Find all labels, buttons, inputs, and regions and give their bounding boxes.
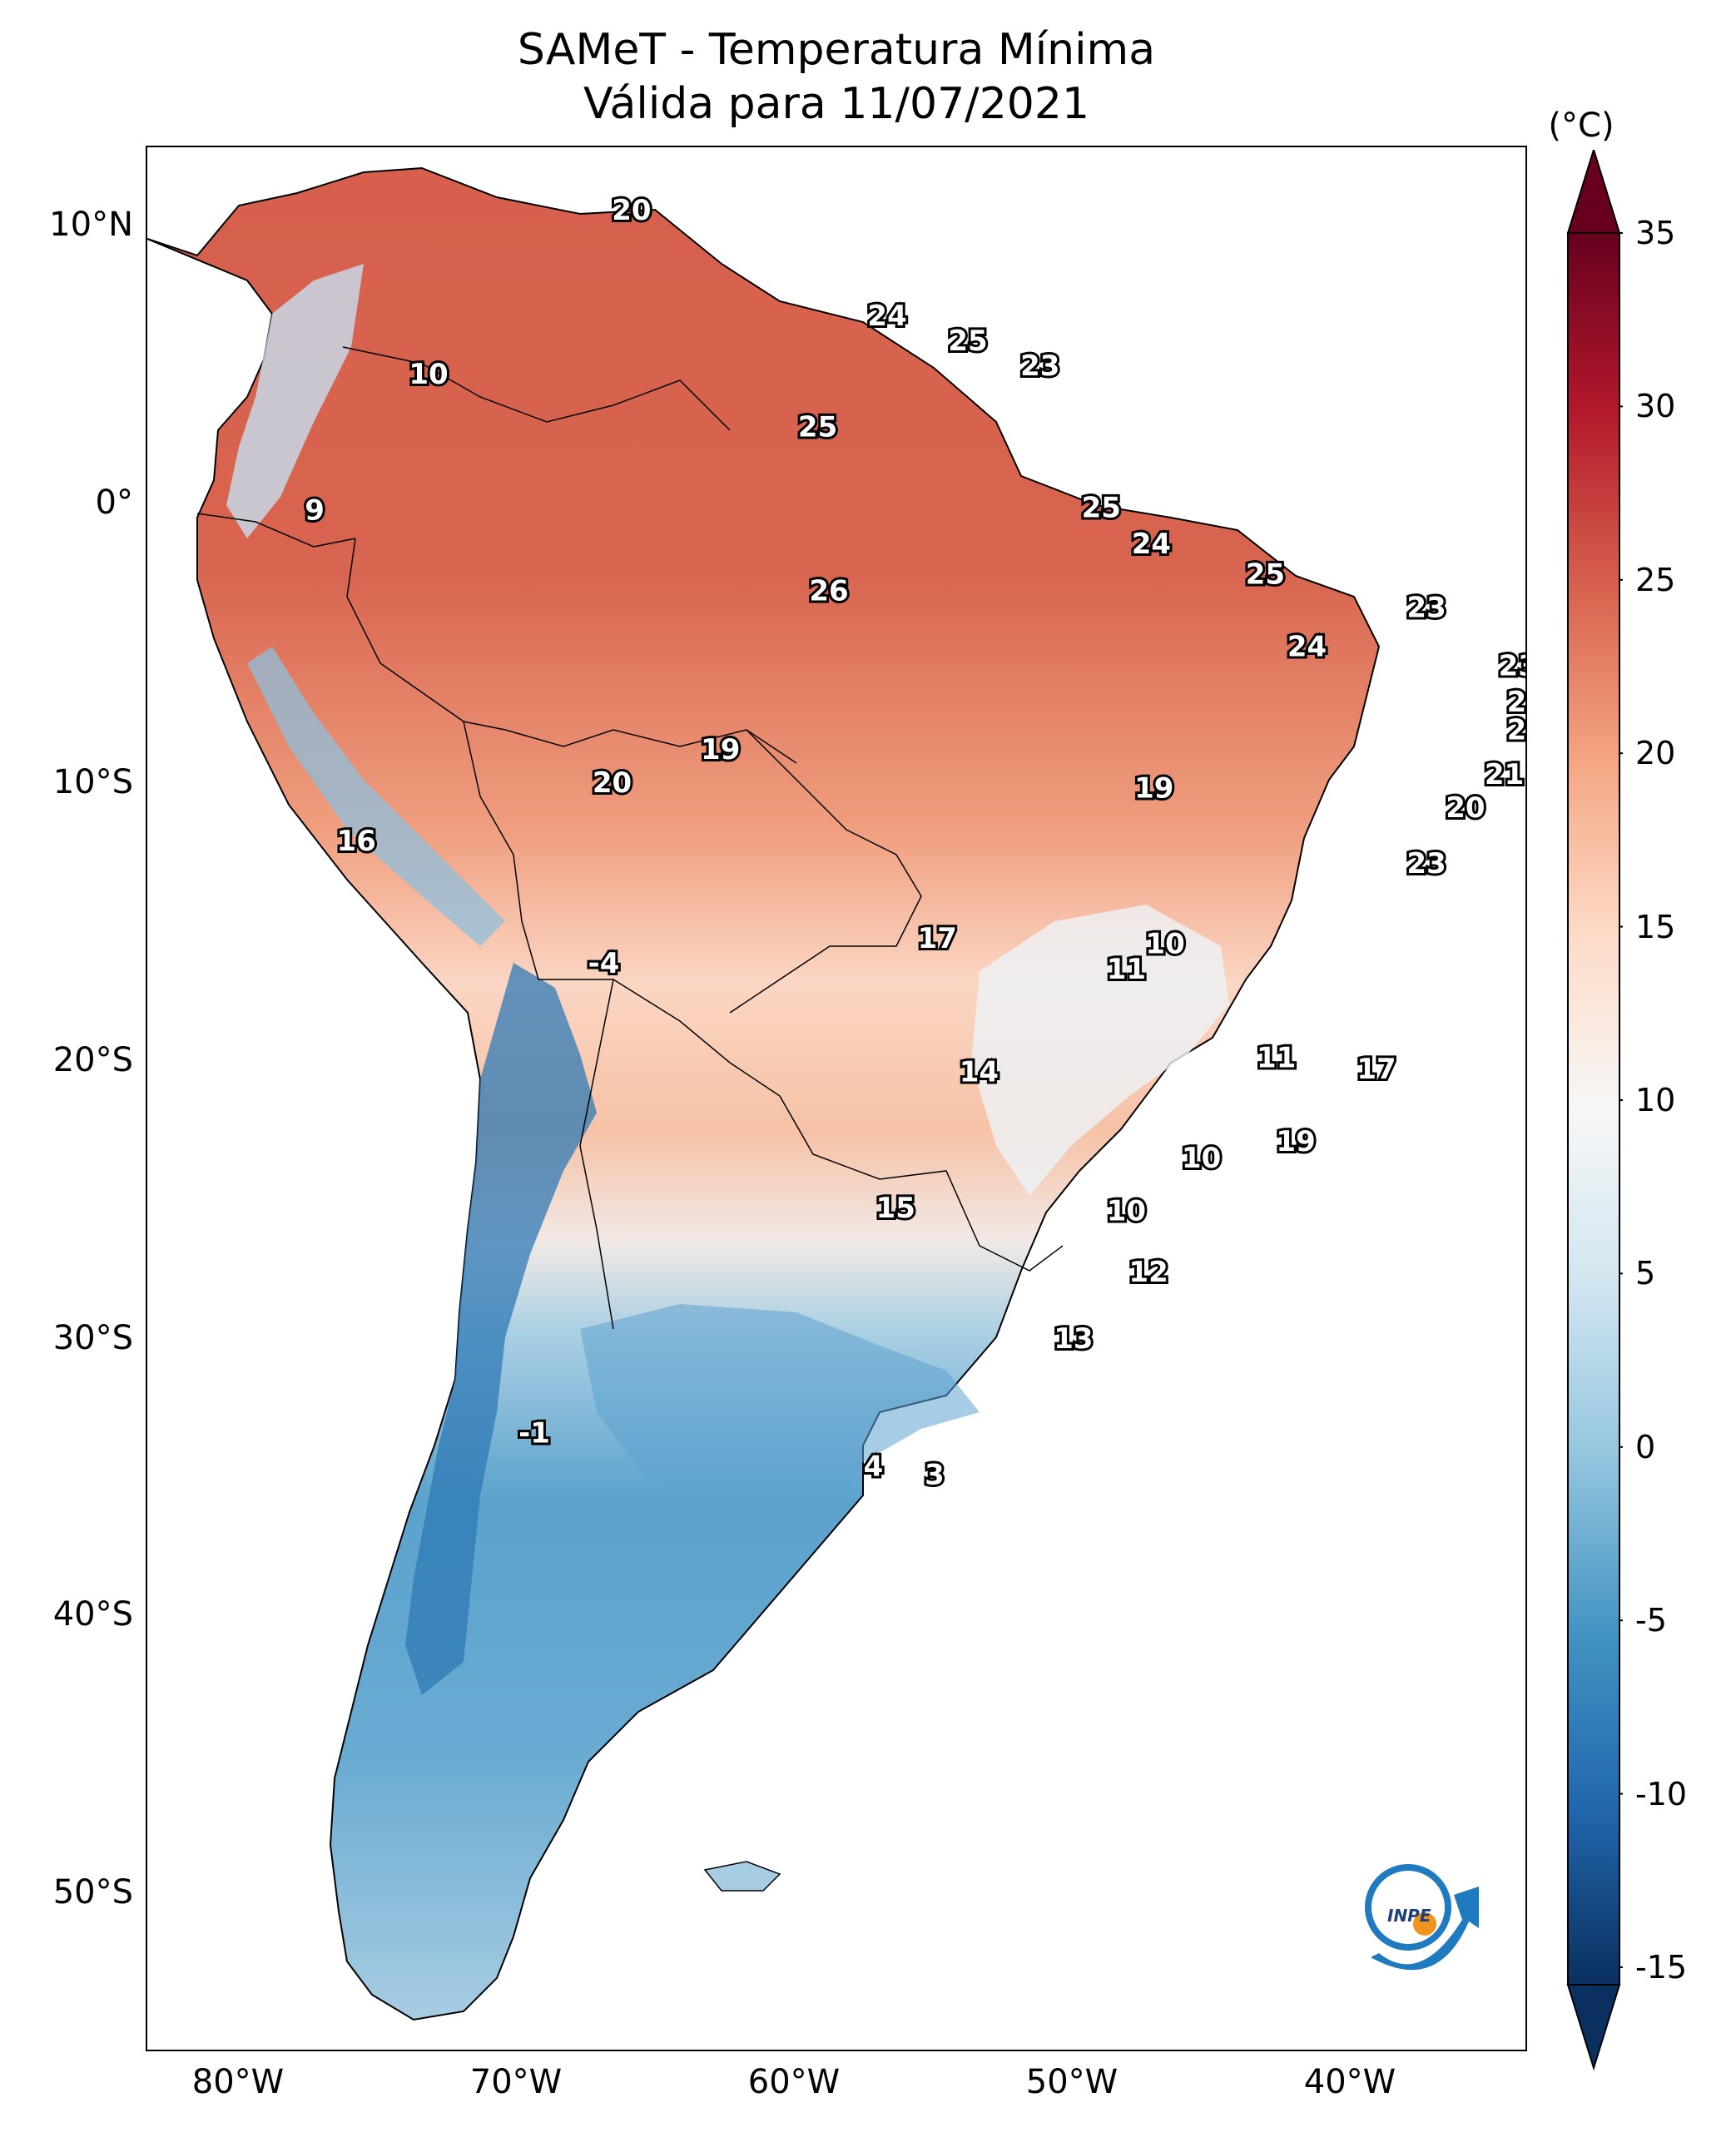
lon-label-60w: 60°W [747,2063,841,2101]
pampas-cold-zone [580,1304,980,1520]
colorbar-tick-label: 25 [1635,561,1676,598]
station-label-roraima: 25 [798,411,837,444]
colorbar [1566,150,1623,2071]
station-label-guyana: 24 [867,300,906,333]
station-label-belem: 24 [1132,528,1171,561]
station-label-florianopolis: 12 [1128,1256,1168,1289]
map-title: SAMeT - Temperatura Mínima [517,25,1156,75]
andes-north-cool [226,264,364,538]
station-label-natal: 23 [1499,650,1525,683]
colorbar-tick-label: 20 [1635,735,1676,772]
colorbar-tick-label: 35 [1635,215,1676,251]
colorbar-tick-label: 30 [1635,388,1676,425]
station-label-rio-de-janeiro: 19 [1276,1125,1315,1158]
colorbar-top-arrow [1566,150,1621,234]
station-label-sao-paulo: 10 [1182,1142,1221,1175]
peru-highland-cool [247,647,505,946]
station-label-goiania: 11 [1107,953,1146,986]
map-panel: INPE 20109242523252524252326242322222120… [146,146,1527,2051]
falkland-islands [703,1861,781,1892]
southeast-brazil-cool [971,905,1229,1196]
station-label-cuiaba: 17 [918,922,957,955]
lon-label-50w: 50°W [1025,2063,1118,2101]
station-label-french-guiana: 23 [1020,350,1059,383]
lat-label-50s: 50°S [52,1873,133,1912]
country-borders [196,346,1064,1330]
station-label-suriname: 25 [948,325,987,358]
station-labels: 2010924252325252425232624232222212019201… [302,191,1525,1495]
station-label-salvador: 23 [1406,847,1446,880]
station-label-caracas-area: 20 [612,194,651,227]
south-america-landmass [147,166,1381,2021]
svg-text:INPE: INPE [1387,1906,1431,1926]
station-label-teresina: 24 [1287,630,1327,663]
station-label-campo-grande: 14 [960,1055,999,1088]
station-label-asuncion: 15 [876,1192,915,1225]
inpe-logo: INPE [1365,1864,1479,1971]
colorbar-tick-label: -10 [1635,1775,1688,1812]
station-label-amazonas: 26 [809,575,848,608]
station-label-altiplano: -4 [588,947,620,980]
station-label-aracaju: 20 [1446,791,1485,825]
station-label-ecuador: 9 [305,494,325,528]
lon-label-40w: 40°W [1303,2063,1396,2101]
station-label-vitoria: 17 [1357,1053,1396,1086]
lon-label-80w: 80°W [191,2063,285,2101]
station-label-recife: 22 [1507,714,1525,747]
lon-label-70w: 70°W [469,2063,563,2101]
map-subtitle-date: Válida para 11/07/2021 [583,79,1090,129]
lat-label-30s: 30°S [52,1319,133,1357]
station-label-maceio: 21 [1485,758,1524,791]
lat-label-20s: 20°S [52,1041,133,1079]
station-label-curitiba: 10 [1107,1194,1146,1227]
station-label-colombia: 10 [409,358,448,391]
colorbar-ticks [1619,232,1623,1968]
lat-label-10n: 10°N [49,206,133,244]
station-label-santiago: -1 [518,1417,550,1450]
station-label-rondonia: 19 [701,733,740,766]
station-label-brasilia: 10 [1145,928,1184,961]
colorbar-unit: (°C) [1548,107,1614,145]
station-label-acre: 20 [593,766,632,800]
colorbar-tick-label: 0 [1635,1428,1656,1465]
map-canvas: INPE 20109242523252524252326242322222120… [147,166,1525,2021]
colorbar-body [1567,232,1620,1986]
colorbar-tick-label: 15 [1635,908,1676,945]
colorbar-tick-label: -5 [1635,1602,1667,1639]
station-label-porto-alegre: 13 [1054,1322,1093,1356]
station-label-fortaleza: 23 [1406,592,1446,625]
colorbar-tick-label: -15 [1635,1948,1688,1986]
lat-label-0: 0° [95,483,133,522]
station-label-montevideo: 3 [925,1459,945,1492]
station-label-tocantins: 19 [1134,772,1173,806]
station-label-sao-luis: 25 [1246,558,1285,592]
lat-label-10s: 10°S [52,763,133,801]
station-label-macapa: 25 [1082,491,1121,524]
colorbar-tick-label: 5 [1635,1255,1656,1292]
lat-label-40s: 40°S [52,1595,133,1634]
station-label-peru-coast: 16 [337,825,376,858]
colorbar-bottom-arrow [1566,1984,1621,2071]
colorbar-tick-label: 10 [1635,1081,1676,1118]
station-label-buenos-aires: 4 [864,1450,884,1484]
station-label-belo-horizonte: 11 [1257,1042,1296,1075]
andes-cold-zone [405,963,597,1695]
station-label-joao-pessoa: 22 [1507,686,1525,719]
